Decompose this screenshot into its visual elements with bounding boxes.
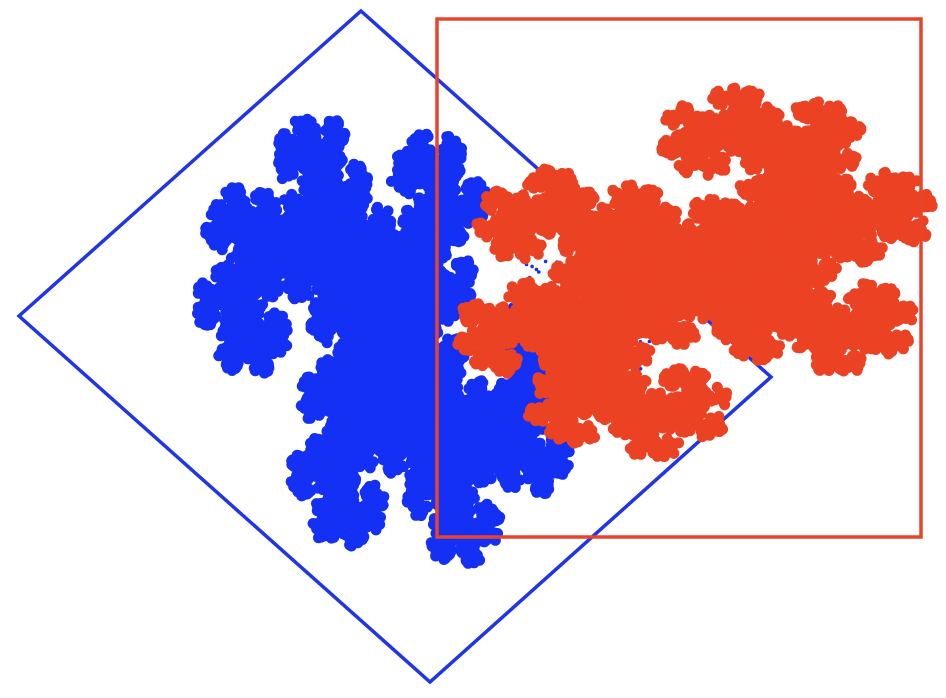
blue-fractal-group [16,8,774,685]
